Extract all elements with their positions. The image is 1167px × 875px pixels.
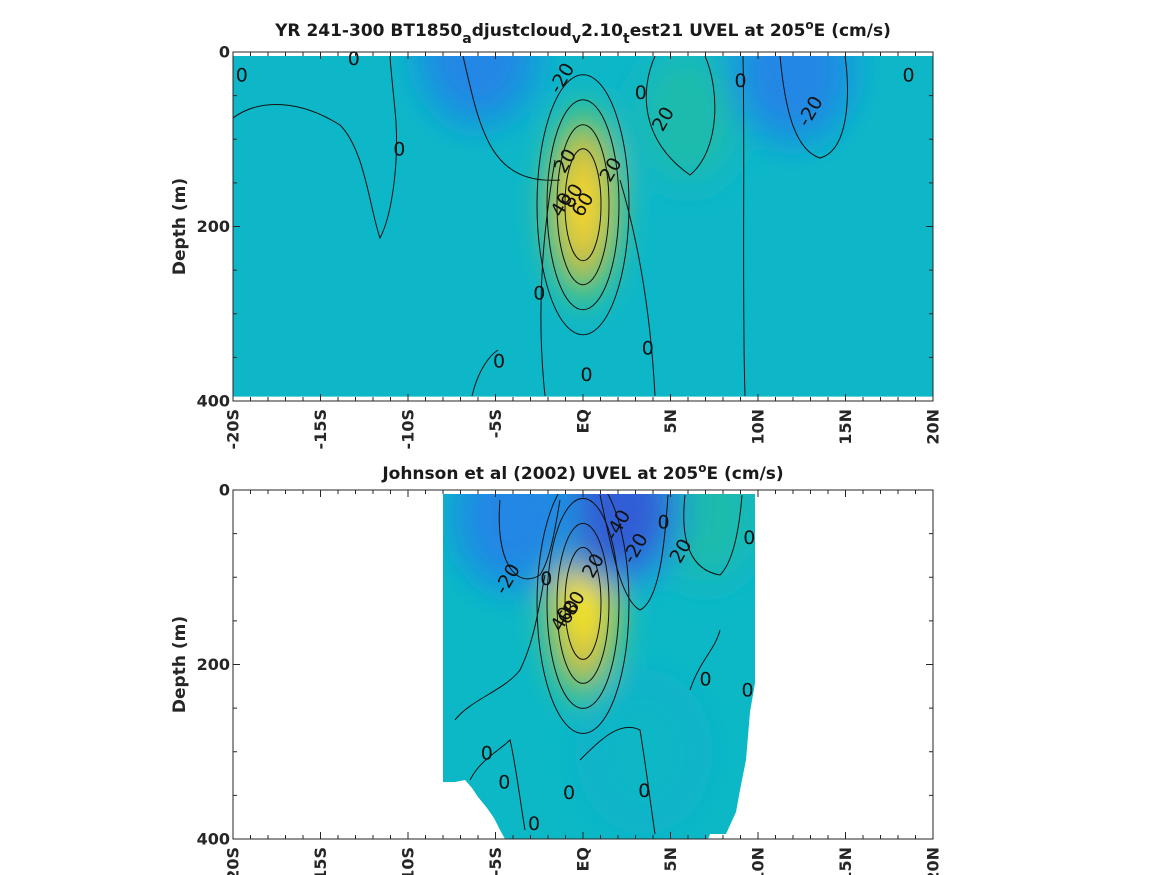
- contour-label: 0: [533, 283, 545, 305]
- field-1: [233, 56, 933, 397]
- contour-ring-1-3: [546, 99, 620, 311]
- contour-label: 0: [236, 65, 248, 87]
- contour-line: [645, 56, 716, 176]
- x-tick-label: 15N: [836, 847, 855, 875]
- x-tick-label: 5N: [661, 409, 680, 434]
- x-tick-label: 20N: [924, 847, 943, 875]
- contour-ring-2-3: [546, 497, 620, 709]
- y-tick-label: 0: [219, 43, 230, 62]
- contour-ring-2-2: [556, 522, 610, 684]
- contour-line: [742, 56, 746, 397]
- contour-label: 0: [902, 65, 914, 87]
- y-tick-label: 200: [197, 655, 230, 674]
- contour-label: 0: [540, 568, 552, 590]
- y-axis-label: Depth (m): [170, 616, 190, 713]
- contour-label: 0: [699, 668, 711, 690]
- x-tick-label: -15S: [311, 409, 330, 449]
- chart-title-2: Johnson et al (2002) UVEL at 205oE (cm/s…: [381, 461, 783, 484]
- y-tick-label: 400: [197, 392, 230, 411]
- x-tick-label: -5S: [486, 409, 505, 438]
- x-tick-label: 15N: [836, 409, 855, 445]
- contour-line: [683, 494, 743, 576]
- contour-line: [454, 574, 546, 721]
- x-tick-label: -10S: [399, 847, 418, 875]
- contour-label: 0: [498, 771, 510, 793]
- x-tick-label: -15S: [311, 847, 330, 875]
- contour-line: [689, 629, 721, 691]
- contour-line: [462, 56, 561, 181]
- y-tick-label: 200: [197, 217, 230, 236]
- contour-label: 0: [493, 351, 505, 373]
- contour-ring-1-1: [564, 148, 602, 262]
- x-tick-label: 10N: [749, 847, 768, 875]
- contour-label: 0: [635, 82, 647, 104]
- contour-line: [471, 349, 499, 397]
- contour-label: 0: [741, 680, 753, 702]
- y-axis-label: Depth (m): [170, 178, 190, 275]
- contour-ring-2-4: [536, 494, 630, 734]
- y-tick-label: 400: [197, 830, 230, 849]
- contour-label: 0: [393, 139, 405, 161]
- contour-label: 0: [563, 782, 575, 804]
- contour-label: 0: [657, 511, 669, 533]
- contour-line: [779, 56, 848, 159]
- x-tick-label: -10S: [399, 409, 418, 449]
- contour-label: 0: [642, 338, 654, 360]
- contour-ring-1-4: [536, 74, 630, 336]
- contour-label: 0: [348, 48, 360, 70]
- contour-label: 0: [638, 780, 650, 802]
- x-tick-label: EQ: [574, 409, 593, 434]
- contour-line: [233, 56, 397, 240]
- contour-ring-2-1: [564, 546, 602, 660]
- contour-ring-1-2: [556, 124, 610, 286]
- y-tick-label: 0: [219, 481, 230, 500]
- contour-line: [540, 159, 556, 397]
- x-tick-label: -20S: [224, 847, 243, 875]
- contour-label: 0: [734, 70, 746, 92]
- x-tick-label: -20S: [224, 409, 243, 449]
- x-tick-label: 20N: [924, 409, 943, 445]
- chart-title-1: YR 241-300 BT1850adjustcloudv2.10test21 …: [274, 18, 891, 47]
- contour-line: [579, 726, 656, 835]
- contour-label: 0: [481, 742, 493, 764]
- contour-line: [619, 179, 656, 397]
- field-2: [443, 494, 755, 839]
- x-tick-label: EQ: [574, 847, 593, 872]
- contour-label: 0: [743, 527, 755, 549]
- contour-label: 0: [580, 364, 592, 386]
- contour-line: [498, 499, 561, 580]
- contour-label: 0: [528, 813, 540, 835]
- x-tick-label: -5S: [486, 847, 505, 875]
- x-tick-label: 10N: [749, 409, 768, 445]
- contour-line: [469, 739, 526, 831]
- contour-line: [599, 494, 669, 611]
- x-tick-label: 5N: [661, 847, 680, 872]
